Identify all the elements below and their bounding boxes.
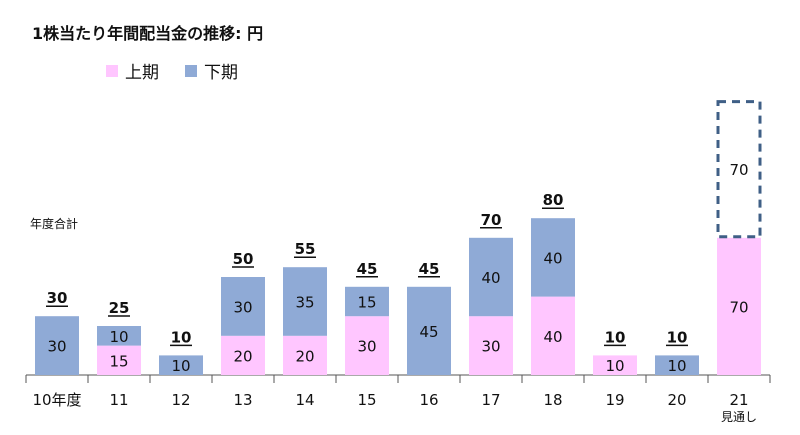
total-label: 70 bbox=[481, 211, 502, 229]
segment-label-first-half: 70 bbox=[729, 298, 748, 316]
segment-label-second-half: 70 bbox=[729, 161, 748, 179]
bar-first-half bbox=[221, 335, 265, 375]
segment-label-first-half: 10 bbox=[605, 357, 624, 375]
segment-label-first-half: 30 bbox=[357, 338, 376, 356]
x-tick-label: 20 bbox=[667, 391, 686, 409]
bar-second-half-forecast-outline bbox=[716, 100, 762, 239]
total-label: 45 bbox=[419, 260, 440, 278]
legend-swatch-second-half bbox=[185, 64, 197, 77]
bar-second-half bbox=[97, 326, 141, 346]
total-label: 45 bbox=[357, 260, 378, 278]
total-label: 55 bbox=[295, 240, 316, 258]
legend-swatch-first-half bbox=[106, 64, 118, 77]
segment-label-first-half: 40 bbox=[543, 328, 562, 346]
segment-label-second-half: 30 bbox=[233, 298, 252, 316]
total-label: 10 bbox=[171, 328, 192, 346]
x-tick-label: 19 bbox=[605, 391, 624, 409]
bar-second-half bbox=[221, 277, 265, 336]
segment-label-second-half: 15 bbox=[357, 294, 376, 312]
bar-first-half bbox=[97, 345, 141, 375]
bar-first-half bbox=[345, 316, 389, 375]
total-caption: 年度合計 bbox=[30, 217, 79, 231]
bar-second-half bbox=[283, 267, 327, 336]
legend-item-first-half: 上期 bbox=[106, 58, 159, 83]
x-tick-label: 16 bbox=[419, 391, 438, 409]
segment-label-second-half: 10 bbox=[109, 328, 128, 346]
x-tick-label: 11 bbox=[109, 391, 128, 409]
segment-label-second-half: 40 bbox=[543, 249, 562, 267]
x-tick-sublabel: 見通し bbox=[721, 410, 757, 424]
x-tick-label: 18 bbox=[543, 391, 562, 409]
legend-item-second-half: 下期 bbox=[185, 58, 238, 83]
segment-label-second-half: 10 bbox=[667, 357, 686, 375]
total-label: 30 bbox=[47, 289, 68, 307]
bar-first-half bbox=[531, 296, 575, 375]
segment-label-second-half: 30 bbox=[47, 338, 66, 356]
segment-label-second-half: 35 bbox=[295, 294, 314, 312]
bar-second-half bbox=[469, 237, 513, 317]
x-tick-label: 21 bbox=[729, 391, 748, 409]
x-tick-label: 17 bbox=[481, 391, 500, 409]
x-tick-label: 15 bbox=[357, 391, 376, 409]
x-tick-label: 12 bbox=[171, 391, 190, 409]
bar-first-half bbox=[717, 237, 761, 375]
bar-second-half bbox=[345, 286, 389, 317]
segment-label-first-half: 20 bbox=[295, 347, 314, 365]
legend: 上期 下期 bbox=[106, 58, 264, 83]
x-tick-label: 13 bbox=[233, 391, 252, 409]
segment-label-first-half: 15 bbox=[109, 352, 128, 370]
segment-label-second-half: 40 bbox=[481, 269, 500, 287]
bar-first-half bbox=[283, 335, 327, 375]
bar-first-half bbox=[469, 316, 513, 375]
bar-second-half bbox=[159, 355, 203, 375]
total-label: 25 bbox=[109, 299, 130, 317]
chart-title: 1株当たり年間配当金の推移: 円 bbox=[32, 24, 264, 43]
total-label: 50 bbox=[233, 250, 254, 268]
segment-label-first-half: 30 bbox=[481, 338, 500, 356]
legend-label-first-half: 上期 bbox=[125, 63, 159, 83]
bar-second-half bbox=[407, 286, 451, 375]
bar-second-half bbox=[655, 355, 699, 375]
total-label: 80 bbox=[543, 191, 564, 209]
segment-label-first-half: 20 bbox=[233, 347, 252, 365]
bar-second-half bbox=[531, 218, 575, 297]
total-label: 10 bbox=[667, 328, 688, 346]
segment-label-second-half: 10 bbox=[171, 357, 190, 375]
total-label: 10 bbox=[605, 328, 626, 346]
x-tick-label: 10年度 bbox=[32, 391, 81, 409]
legend-label-second-half: 下期 bbox=[204, 63, 238, 83]
segment-label-second-half: 45 bbox=[419, 323, 438, 341]
bar-first-half bbox=[593, 355, 637, 375]
bar-second-half bbox=[35, 316, 79, 375]
x-tick-label: 14 bbox=[295, 391, 314, 409]
